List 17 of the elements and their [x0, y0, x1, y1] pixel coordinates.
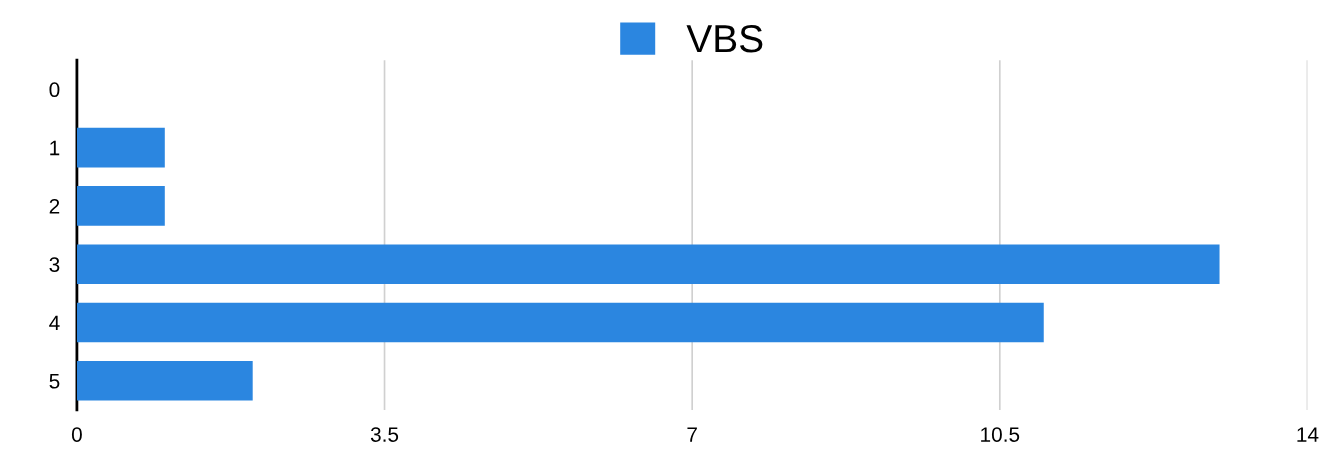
- bar: [76, 186, 165, 226]
- x-tick-label: 3.5: [370, 427, 399, 442]
- legend-label: VBS: [686, 24, 763, 53]
- bar: [76, 244, 1220, 285]
- bar: [76, 360, 253, 401]
- y-tick-label: 0: [49, 82, 60, 98]
- x-tick-label: 0: [71, 427, 82, 442]
- y-tick-label: 5: [49, 374, 60, 389]
- y-tick-label: 4: [49, 315, 60, 331]
- x-tick-label: 14: [1297, 427, 1319, 442]
- bar: [76, 127, 165, 168]
- y-tick-label: 3: [49, 257, 60, 272]
- x-tick-label: 10.5: [981, 427, 1020, 442]
- bar: [76, 302, 1044, 343]
- x-tick-label: 7: [687, 427, 697, 442]
- y-tick-label: 1: [50, 140, 60, 156]
- y-tick-label: 2: [49, 198, 60, 214]
